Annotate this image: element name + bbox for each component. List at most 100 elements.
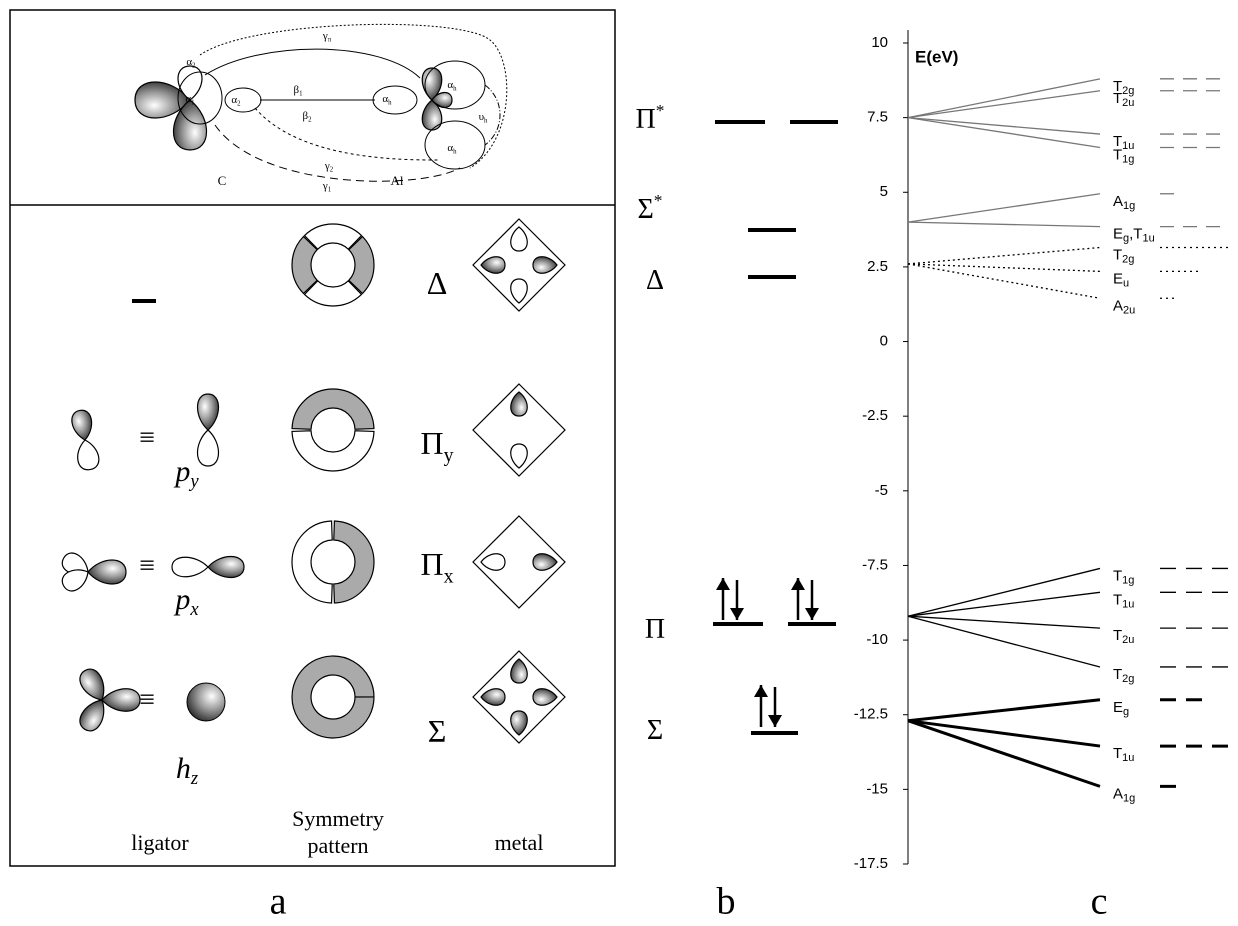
symmetry-ring [292, 431, 374, 471]
equiv-sign: ≡ [139, 422, 155, 453]
figure: α2γπβ1α1α2β2αhαhυhαhγ2γ1CAl≡py≡px≡hzΔΠyΠ… [0, 0, 1238, 926]
energy-correlation [908, 700, 1100, 721]
orbital-lobe [172, 557, 208, 577]
orbital-lobe [102, 689, 140, 712]
level-label-main: T [1113, 246, 1122, 263]
level-label-sub: 2u [1122, 634, 1134, 646]
label: β1 [293, 84, 302, 97]
electron-spin-head [791, 578, 805, 590]
energy-correlation [908, 721, 1100, 787]
label: αh [447, 142, 457, 155]
orbital-lobe [75, 438, 101, 471]
atom-label: Al [391, 173, 404, 188]
y-tick-label: -17.5 [854, 855, 888, 872]
label: β2 [302, 110, 312, 123]
column-label: metal [495, 830, 544, 855]
hybrid-orbital [187, 683, 225, 721]
level-label-sub: 1u [1122, 598, 1134, 610]
atom-label: C [218, 173, 227, 188]
level-label-main: A [1113, 785, 1123, 802]
energy-correlation [908, 568, 1100, 616]
interaction-line [485, 85, 500, 145]
label-sub: π [328, 36, 332, 43]
energy-correlation [908, 721, 1100, 746]
label: υh [479, 111, 488, 124]
orbital-lobe [198, 430, 219, 466]
label-main: p [173, 455, 190, 488]
interaction-line [205, 49, 420, 78]
level-label-main: T [1113, 627, 1122, 644]
label-main: Σ [638, 194, 654, 225]
label-sub: h [484, 117, 488, 124]
y-tick-label: 10 [871, 34, 888, 51]
level-label-main: E [1113, 699, 1123, 716]
level-label: T1g [1113, 567, 1134, 586]
column-label: pattern [307, 833, 368, 858]
level-label-main: T [1113, 146, 1122, 163]
level-label: T2u [1113, 627, 1134, 646]
equiv-sign: ≡ [139, 684, 155, 715]
column-label: ligator [131, 830, 189, 855]
level-label-main: A [1113, 297, 1123, 314]
symmetry-ring [292, 389, 374, 429]
label-main: Δ [427, 265, 448, 301]
ligator-level [132, 299, 156, 303]
level-label: A1g [1113, 193, 1135, 212]
label: αh [447, 79, 457, 92]
y-tick-label: -15 [866, 780, 888, 797]
level-label-main: T [1113, 567, 1122, 584]
energy-correlation [908, 222, 1100, 226]
interaction-line [215, 125, 460, 181]
electron-spin-head [716, 578, 730, 590]
label: α2 [186, 56, 196, 69]
symmetry-ring [292, 656, 374, 738]
level-label-sub: 2u [1122, 97, 1134, 109]
energy-correlation [908, 264, 1100, 271]
y-tick-label: -7.5 [862, 556, 888, 573]
level-label-sub: 1u [1122, 140, 1134, 152]
label-main: p [173, 583, 190, 616]
level-label-sub: 1u [1122, 752, 1134, 764]
level-label-sub: g [1123, 706, 1129, 718]
label-main: Σ [647, 715, 663, 746]
energy-correlation [908, 592, 1100, 616]
label: hz [176, 752, 198, 789]
label-sub: 2 [192, 62, 196, 69]
level-label-sub: 2g [1122, 85, 1134, 97]
label: py [173, 455, 199, 492]
y-tick-label: 0 [880, 333, 888, 350]
level-label: T1u [1113, 745, 1134, 764]
level-label-sub: 1g [1122, 574, 1134, 586]
orbital-lobe [70, 409, 94, 442]
label-main: Δ [646, 265, 664, 296]
label-main: Π [420, 546, 443, 582]
label: Σ [647, 715, 663, 746]
level-label: A2u [1113, 297, 1135, 316]
label: Π [645, 614, 665, 645]
y-tick-label: 2.5 [867, 258, 888, 275]
electron-spin-head [805, 608, 819, 620]
level-label-sub: 1g [1123, 792, 1135, 804]
label-sub: y [444, 444, 454, 466]
label: γπ [322, 30, 332, 43]
label: Σ* [638, 191, 663, 225]
label-sub: 2 [308, 116, 312, 123]
label: Δ [427, 265, 448, 301]
label-sub: 1 [191, 99, 194, 106]
panel-letter: b [717, 881, 736, 923]
y-tick-label: -12.5 [854, 706, 888, 723]
electron-spin-head [768, 715, 782, 727]
panel-letter: c [1091, 881, 1108, 923]
energy-correlation [908, 194, 1100, 222]
label-sub: h [453, 148, 457, 155]
level-label-main: A [1113, 193, 1123, 210]
level-label-main: E [1113, 226, 1123, 243]
label: Δ [646, 265, 664, 296]
label-main: Σ [428, 713, 447, 749]
label-sub: h [388, 99, 392, 106]
level-label-sub: 1u [1142, 233, 1154, 245]
y-tick-label: -10 [866, 631, 888, 648]
label-main: Π [420, 425, 443, 461]
label-main: Π [636, 104, 656, 135]
level-label-sub: 2g [1122, 673, 1134, 685]
